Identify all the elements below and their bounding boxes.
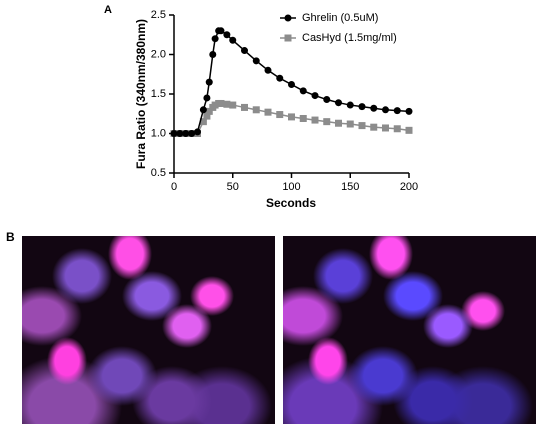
data-point [393,107,401,115]
data-point [188,130,196,137]
data-point [211,35,219,43]
data-point [223,31,231,39]
data-point [205,78,213,86]
data-point [264,108,272,116]
data-point [323,96,331,104]
x-tick-label: 0 [171,181,177,193]
data-point [241,47,248,55]
x-tick-label: 50 [227,181,239,193]
data-point [299,87,307,95]
micrograph [22,236,275,424]
panel-label: A [104,4,112,16]
data-point [323,118,331,126]
data-point [382,106,389,114]
data-point [311,92,319,100]
data-point [299,114,307,122]
data-point [241,103,248,111]
panel-b-label-box: B [6,230,15,244]
x-tick-label: 200 [400,181,418,193]
legend-label: Ghrelin (0.5uM) [302,12,378,24]
data-point [335,99,342,107]
data-point [182,130,190,137]
panel-label: B [6,230,15,244]
data-point [346,120,354,128]
data-point [203,94,211,102]
y-tick-label: 1.5 [151,88,166,100]
data-point [194,128,201,136]
x-tick-label: 150 [341,181,359,193]
data-point [199,106,207,114]
data-point [370,104,378,112]
data-point [370,123,378,131]
data-point [346,101,354,109]
data-point [217,27,225,35]
data-point [170,130,178,137]
y-tick-label: 1.0 [151,127,166,139]
data-point [223,100,231,108]
data-point [229,36,237,44]
data-point [311,116,319,124]
x-tick-label: 100 [282,181,300,193]
data-point [252,57,260,65]
data-point [276,74,284,82]
legend-marker [284,14,292,22]
y-axis-label: Fura Ratio (340nm/380nm) [134,19,148,169]
chart: A Seconds Fura Ratio (340nm/380nm) 0.5 1.… [104,4,418,210]
data-point [205,107,213,115]
x-axis-label: Seconds [266,196,316,210]
data-point [358,122,366,130]
data-point [264,66,272,74]
data-point [358,103,366,111]
data-point [393,125,401,133]
data-point [382,124,389,132]
data-point [288,113,295,121]
data-point [229,101,237,109]
data-point [211,101,219,109]
data-point [252,106,260,114]
y-tick-label: 0.5 [151,167,166,179]
y-tick-label: 2.5 [151,9,166,21]
data-point [217,99,225,107]
data-point [276,111,284,119]
legend-label: CasHyd (1.5mg/ml) [302,32,397,44]
y-tick-label: 2.0 [151,48,166,60]
micrograph [283,236,536,424]
data-point [203,112,211,120]
data-point [405,126,413,134]
data-point [288,81,295,89]
data-point [335,119,342,127]
data-point [176,130,184,137]
data-point [199,118,207,126]
data-point [405,107,413,115]
legend-marker [284,34,292,42]
data-point [209,51,217,58]
